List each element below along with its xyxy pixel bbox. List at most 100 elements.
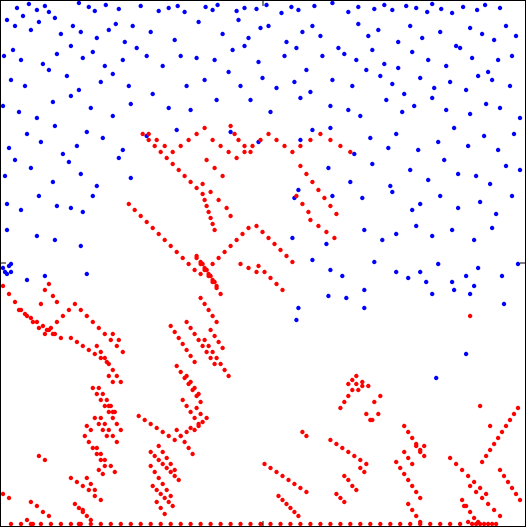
point-series-1: [168, 469, 173, 475]
point-series-0: [90, 193, 96, 199]
point-series-1: [212, 227, 217, 233]
point-series-0: [202, 77, 207, 83]
point-series-1: [414, 489, 419, 495]
point-series-1: [178, 369, 183, 375]
point-series-1: [240, 231, 245, 237]
point-series-0: [471, 283, 477, 289]
point-series-1: [266, 235, 271, 241]
point-series-1: [487, 423, 493, 429]
point-series-1: [12, 299, 18, 305]
point-series-1: [418, 521, 423, 527]
point-series-1: [507, 417, 513, 423]
point-series-0: [513, 33, 519, 39]
point-series-1: [479, 459, 485, 465]
point-series-1: [184, 373, 189, 379]
point-series-1: [34, 503, 40, 509]
point-series-1: [224, 205, 229, 211]
point-series-1: [202, 301, 207, 307]
point-series-0: [412, 103, 417, 109]
point-series-0: [34, 7, 40, 13]
point-series-1: [356, 387, 361, 393]
point-series-0: [16, 109, 22, 115]
point-series-1: [394, 459, 399, 465]
point-series-1: [260, 229, 265, 235]
point-series-0: [134, 45, 139, 51]
point-series-1: [186, 445, 191, 451]
point-series-1: [276, 493, 281, 499]
point-series-1: [218, 143, 223, 149]
point-series-1: [156, 457, 161, 463]
point-series-0: [376, 27, 381, 33]
point-series-1: [204, 203, 209, 209]
point-series-0: [52, 123, 58, 129]
point-series-1: [513, 491, 519, 497]
point-series-0: [160, 63, 165, 69]
point-series-1: [6, 495, 12, 501]
point-series-1: [102, 331, 108, 337]
point-series-1: [366, 383, 371, 389]
point-series-1: [328, 521, 333, 527]
point-series-0: [230, 47, 235, 53]
point-series-0: [503, 23, 509, 29]
point-series-1: [282, 143, 287, 149]
point-series-1: [469, 521, 475, 527]
point-series-1: [491, 507, 497, 513]
point-series-0: [481, 133, 487, 139]
point-series-1: [208, 215, 213, 221]
point-series-1: [477, 485, 483, 491]
point-series-1: [72, 301, 78, 307]
point-series-1: [30, 319, 36, 325]
point-series-1: [188, 379, 193, 385]
point-series-0: [467, 111, 473, 117]
point-series-1: [204, 349, 209, 355]
point-series-1: [148, 421, 153, 427]
point-series-1: [288, 521, 293, 527]
point-series-1: [156, 475, 161, 481]
point-series-1: [88, 521, 94, 527]
point-series-0: [80, 55, 86, 61]
point-series-1: [266, 131, 271, 137]
point-series-1: [114, 439, 120, 445]
point-series-1: [467, 509, 473, 515]
point-series-0: [80, 209, 86, 215]
point-series-1: [286, 477, 291, 483]
point-series-1: [298, 521, 303, 527]
point-series-0: [138, 3, 143, 9]
point-series-1: [106, 403, 112, 409]
point-series-1: [110, 331, 116, 337]
point-series-0: [515, 261, 521, 267]
point-series-1: [98, 355, 104, 361]
point-series-1: [174, 363, 179, 369]
point-series-1: [328, 137, 333, 143]
point-series-1: [226, 149, 231, 155]
point-series-1: [272, 241, 277, 247]
point-series-0: [110, 113, 116, 119]
point-series-1: [128, 521, 133, 527]
point-series-0: [489, 225, 495, 231]
point-series-0: [226, 69, 231, 75]
point-series-0: [258, 25, 263, 31]
point-series-1: [50, 331, 56, 337]
point-series-1: [352, 453, 357, 459]
point-series-1: [310, 179, 315, 185]
point-series-1: [40, 509, 46, 515]
point-series-1: [459, 467, 465, 473]
point-series-0: [382, 61, 387, 67]
point-series-1: [98, 497, 104, 503]
point-series-0: [310, 23, 315, 29]
point-series-1: [410, 483, 415, 489]
point-series-1: [210, 277, 215, 283]
point-series-1: [28, 315, 34, 321]
point-series-1: [18, 521, 24, 527]
point-series-1: [290, 259, 295, 265]
point-series-1: [168, 521, 173, 527]
point-series-1: [408, 521, 413, 527]
point-series-1: [28, 521, 34, 527]
point-series-0: [42, 273, 48, 279]
point-series-1: [483, 453, 489, 459]
point-series-0: [430, 233, 435, 239]
point-series-1: [106, 361, 112, 367]
point-series-1: [322, 195, 327, 201]
point-series-1: [208, 355, 213, 361]
point-series-1: [202, 197, 207, 203]
